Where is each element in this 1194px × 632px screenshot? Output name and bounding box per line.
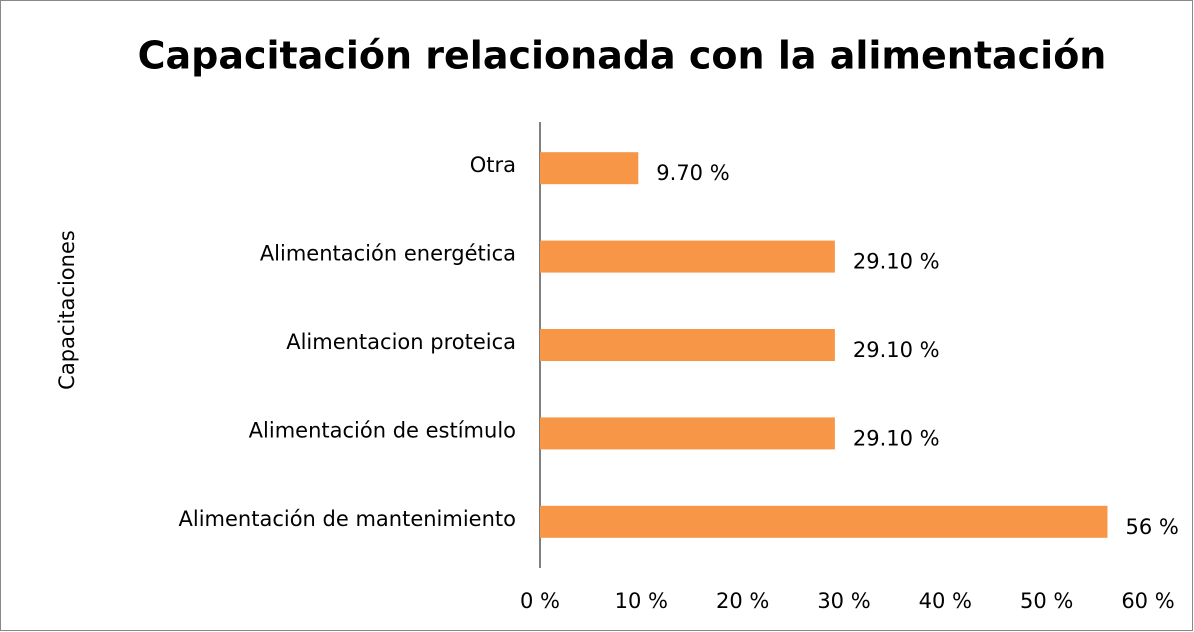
y-axis-label: Capacitaciones [55, 230, 79, 390]
data-label: 56 % [1125, 515, 1178, 539]
x-tick-label: 40 % [919, 589, 972, 613]
x-tick-label: 50 % [1020, 589, 1073, 613]
y-tick-label: Otra [470, 153, 516, 177]
chart-title: Capacitación relacionada con la alimenta… [138, 34, 1107, 78]
x-tick-label: 30 % [817, 589, 870, 613]
bar [540, 417, 835, 450]
y-tick-label: Alimentacion proteica [286, 330, 516, 354]
data-label: 29.10 % [853, 338, 940, 362]
data-label: 29.10 % [853, 250, 940, 274]
x-tick-label: 20 % [716, 589, 769, 613]
x-tick-label: 60 % [1121, 589, 1174, 613]
data-label: 9.70 % [656, 161, 729, 185]
bar [540, 505, 1108, 538]
bar [540, 329, 835, 361]
bar [540, 240, 835, 273]
x-tick-label: 0 % [520, 589, 560, 613]
x-tick-label: 10 % [615, 589, 668, 613]
bar [540, 152, 639, 185]
data-label: 29.10 % [853, 426, 940, 450]
y-tick-label: Alimentación energética [260, 242, 516, 266]
y-tick-label: Alimentación de mantenimiento [179, 507, 517, 531]
y-tick-label: Alimentación de estímulo [249, 418, 516, 442]
